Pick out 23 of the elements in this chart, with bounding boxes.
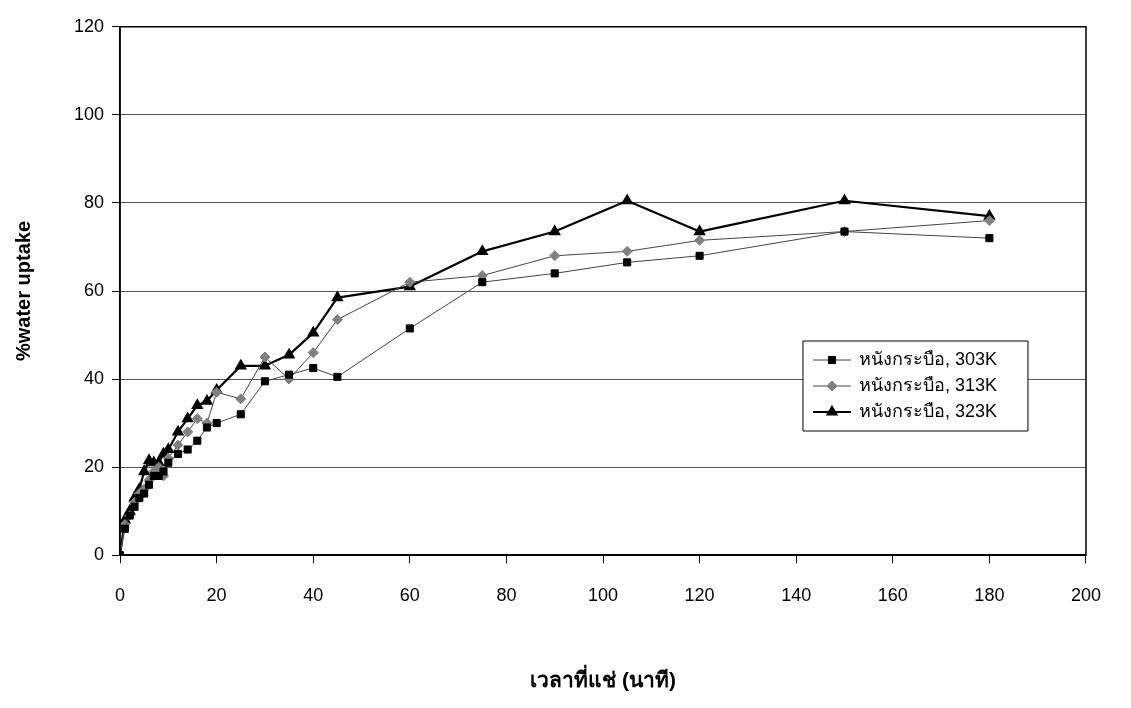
- y-tick-label: 0: [94, 544, 105, 565]
- y-tick-label: 80: [84, 191, 105, 212]
- y-tick-label: 20: [84, 456, 105, 477]
- y-tick-label: 60: [84, 279, 105, 300]
- x-tick-label: 100: [587, 584, 619, 605]
- x-tick-label: 200: [1070, 584, 1102, 605]
- y-axis-title: %water uptake: [11, 220, 34, 362]
- x-tick-label: 120: [684, 584, 715, 605]
- y-tick-label: 40: [84, 368, 105, 389]
- x-axis-title: เวลาที่แช่ (นาที): [530, 664, 676, 692]
- x-tick-label: 140: [781, 584, 812, 605]
- legend-label: หนังกระบือ, 313K: [858, 374, 998, 395]
- y-tick-label: 100: [73, 103, 105, 124]
- legend-label: หนังกระบือ, 323K: [858, 400, 998, 421]
- x-tick-label: 80: [496, 584, 517, 605]
- x-tick-label: 0: [115, 584, 126, 605]
- x-tick-label: 60: [399, 584, 420, 605]
- x-tick-label: 160: [877, 584, 908, 605]
- x-tick-label: 20: [206, 584, 227, 605]
- x-tick-label: 180: [974, 584, 1005, 605]
- x-tick-label: 40: [303, 584, 324, 605]
- legend-label: หนังกระบือ, 303K: [858, 348, 998, 369]
- y-tick-label: 120: [73, 15, 105, 36]
